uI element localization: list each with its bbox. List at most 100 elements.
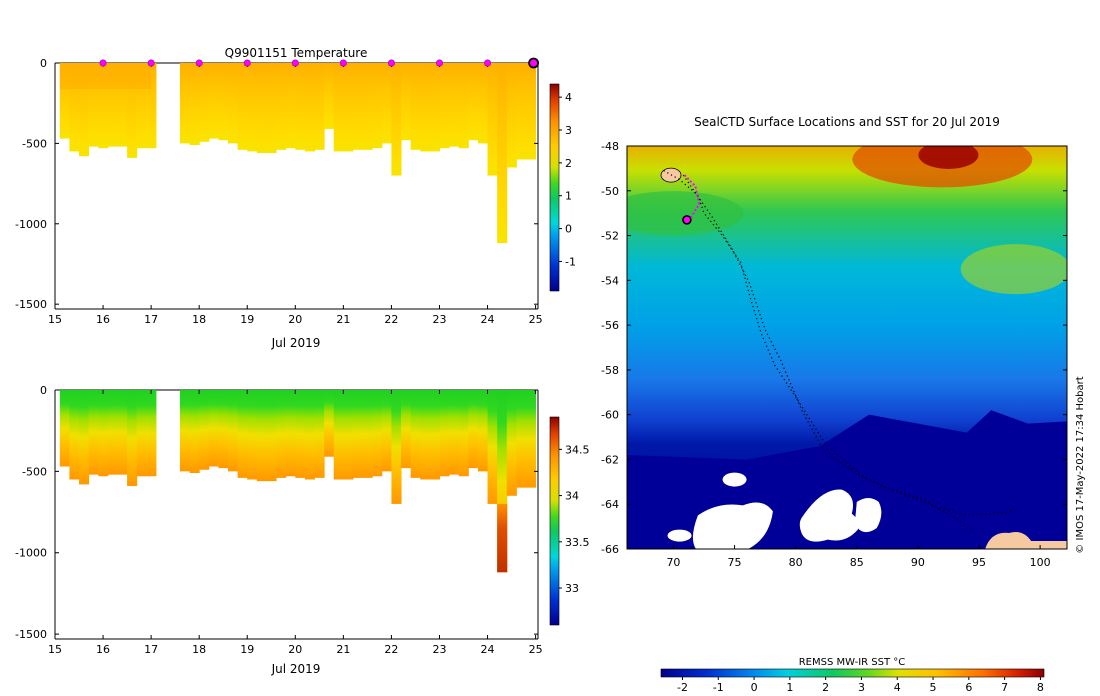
- x-tick-label: 22: [384, 643, 398, 656]
- colorbar-tick-label: 2: [565, 157, 572, 170]
- sea-ice-patch: [667, 529, 692, 542]
- profile-bar: [333, 63, 344, 152]
- map-y-tick-label: -50: [601, 185, 619, 198]
- sst-colorbar-tick-label: 7: [1001, 681, 1008, 694]
- current-profile-marker: [528, 57, 539, 69]
- map-y-tick-label: -52: [601, 230, 619, 243]
- profile-bar: [506, 390, 517, 496]
- profile-bar: [458, 390, 469, 477]
- profile-bar: [458, 63, 469, 149]
- profile-bar: [352, 390, 364, 478]
- profile-bar: [516, 390, 527, 488]
- sea-ice-patch: [799, 489, 859, 542]
- sea-ice-patch: [692, 502, 773, 549]
- y-tick-label: -1500: [15, 628, 47, 641]
- y-tick-label: -500: [22, 465, 47, 478]
- sst-green-patch: [627, 191, 744, 236]
- sea-ice-patch: [722, 472, 747, 487]
- profile-bar: [146, 390, 157, 477]
- profile-bar: [401, 63, 412, 141]
- profile-bar: [352, 63, 364, 150]
- profile-bar: [410, 63, 421, 150]
- y-tick-label: -1500: [15, 298, 47, 311]
- map-x-tick-label: 100: [1030, 556, 1051, 569]
- profile-bar: [362, 390, 373, 478]
- profile-bar: [247, 390, 258, 480]
- x-tick-label: 24: [481, 313, 495, 326]
- profile-bar: [333, 390, 344, 480]
- profile-bar: [79, 390, 90, 485]
- profile-marker: [435, 59, 443, 67]
- profile-bar: [228, 390, 239, 472]
- x-tick-label: 16: [96, 643, 110, 656]
- profile-bar: [127, 390, 138, 487]
- temperature-xlabel: Jul 2019: [271, 336, 321, 350]
- profile-bar: [506, 63, 517, 168]
- sst-colorbar: -2 -1 0 1 2 3 4 5 6 7 8: [660, 668, 1045, 694]
- map-y-tick-label: -60: [601, 409, 619, 422]
- colorbar-tick-label: 33.5: [565, 536, 590, 549]
- sst-map-plot: 70 75 80 85 90 95 100 -48 -50 -52 -54 -56 -58 -60 -62 -…: [601, 140, 1068, 569]
- sst-colorbar-tick-label: 6: [965, 681, 972, 694]
- map-y-tick-label: -64: [601, 498, 619, 511]
- colorbar-tick-label: 4: [565, 91, 572, 104]
- y-tick-label: 0: [40, 384, 47, 397]
- colorbar-tick-label: 1: [565, 190, 572, 203]
- x-tick-label: 18: [192, 643, 206, 656]
- profile-bar: [59, 390, 70, 467]
- profile-bar: [324, 63, 335, 129]
- profile-bar: [127, 63, 138, 158]
- x-tick-label: 21: [336, 313, 350, 326]
- profile-bar: [362, 63, 373, 150]
- x-tick-label: 25: [529, 313, 543, 326]
- x-tick-label: 21: [336, 643, 350, 656]
- profile-bar: [525, 390, 537, 488]
- colorbar-tick-label: 3: [565, 124, 572, 137]
- profile-bar: [107, 390, 118, 475]
- profile-bar: [256, 63, 267, 154]
- sst-colorbar-tick-label: -2: [677, 681, 688, 694]
- profile-bar: [88, 390, 99, 475]
- salinity-section-plot: 15 16 17 18 19 20 21 22 23 24 25 0 -500 -1000 -1500: [15, 384, 543, 656]
- profile-marker: [339, 59, 347, 67]
- surface-warm-band: [59, 63, 152, 89]
- profile-bar: [285, 63, 296, 149]
- profile-bar: [237, 63, 248, 150]
- profile-bar: [372, 390, 383, 477]
- profile-marker: [243, 59, 251, 67]
- profile-bar: [117, 390, 128, 475]
- profile-bar: [107, 63, 118, 147]
- x-tick-label: 23: [432, 313, 446, 326]
- sst-colorbar-tick-label: 4: [894, 681, 901, 694]
- profile-bar: [79, 63, 90, 157]
- land-antarctica: [985, 532, 1067, 549]
- x-tick-label: 23: [432, 643, 446, 656]
- colorbar-tick-label: -1: [565, 255, 576, 268]
- profile-bar: [295, 390, 306, 478]
- profile-bar: [449, 390, 460, 475]
- sst-colorbar-tick-label: 5: [930, 681, 937, 694]
- profile-bar: [420, 390, 431, 480]
- profile-bar: [420, 63, 431, 152]
- profile-bar: [199, 63, 210, 142]
- profile-bar: [343, 63, 354, 152]
- map-x-tick-label: 75: [728, 556, 742, 569]
- credit-text: © IMOS 17-May-2022 17:34 Hobart: [1075, 376, 1086, 553]
- profile-bar: [525, 63, 537, 160]
- profile-bar: [324, 390, 335, 457]
- profile-bar: [381, 63, 392, 144]
- sst-colorbar-tick-label: 2: [822, 681, 829, 694]
- x-tick-label: 15: [48, 643, 62, 656]
- y-tick-label: -1000: [15, 218, 47, 231]
- profile-bar: [516, 63, 527, 160]
- temperature-section-plot: 15 16 17 18 19 20 21 22 23 24 25 0 -500 -1000 -1500: [15, 57, 543, 326]
- profile-bar: [276, 63, 287, 150]
- profile-bar: [208, 63, 219, 139]
- sst-colorbar-tick-label: -1: [713, 681, 724, 694]
- profile-bar: [276, 390, 287, 478]
- profile-bar: [285, 390, 296, 477]
- colorbar-ramp: [549, 416, 560, 626]
- profile-bar: [228, 63, 239, 144]
- profile-bar: [391, 390, 402, 504]
